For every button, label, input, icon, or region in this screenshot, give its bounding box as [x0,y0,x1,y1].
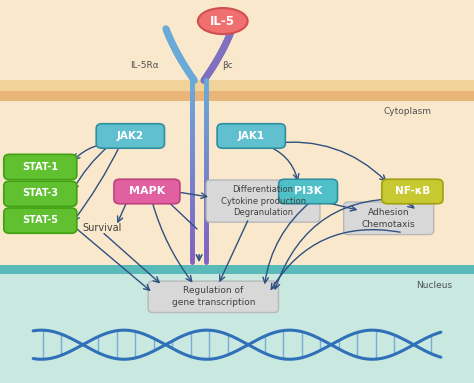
FancyBboxPatch shape [4,208,77,233]
FancyBboxPatch shape [0,265,474,274]
Text: MAPK: MAPK [129,187,165,196]
Text: βc: βc [222,61,233,70]
Text: IL-5: IL-5 [210,15,235,28]
FancyBboxPatch shape [217,124,285,148]
Text: Survival: Survival [82,223,122,233]
Text: STAT-1: STAT-1 [22,162,58,172]
Text: Adhesion
Chemotaxis: Adhesion Chemotaxis [362,208,416,229]
Text: JAK1: JAK1 [237,131,265,141]
FancyBboxPatch shape [382,179,443,204]
Text: STAT-5: STAT-5 [22,215,58,225]
FancyBboxPatch shape [4,154,77,180]
Ellipse shape [198,8,247,34]
Text: STAT-3: STAT-3 [22,188,58,198]
Text: IL-5Rα: IL-5Rα [130,61,159,70]
FancyBboxPatch shape [114,179,180,204]
FancyBboxPatch shape [279,179,337,204]
Text: Regulation of
gene transcription: Regulation of gene transcription [172,286,255,307]
FancyBboxPatch shape [0,91,474,101]
FancyBboxPatch shape [344,202,434,234]
Text: NF-κB: NF-κB [395,187,430,196]
Text: JAK2: JAK2 [117,131,144,141]
FancyBboxPatch shape [206,180,320,222]
Text: Cytoplasm: Cytoplasm [383,106,431,116]
FancyBboxPatch shape [148,281,279,313]
FancyBboxPatch shape [0,265,474,383]
Text: Nucleus: Nucleus [417,281,453,290]
FancyBboxPatch shape [4,181,77,206]
Text: PI3K: PI3K [294,187,322,196]
FancyBboxPatch shape [0,80,474,91]
FancyBboxPatch shape [96,124,164,148]
Text: Differentiation
Cytokine production
Degranulation: Differentiation Cytokine production Degr… [220,185,306,218]
